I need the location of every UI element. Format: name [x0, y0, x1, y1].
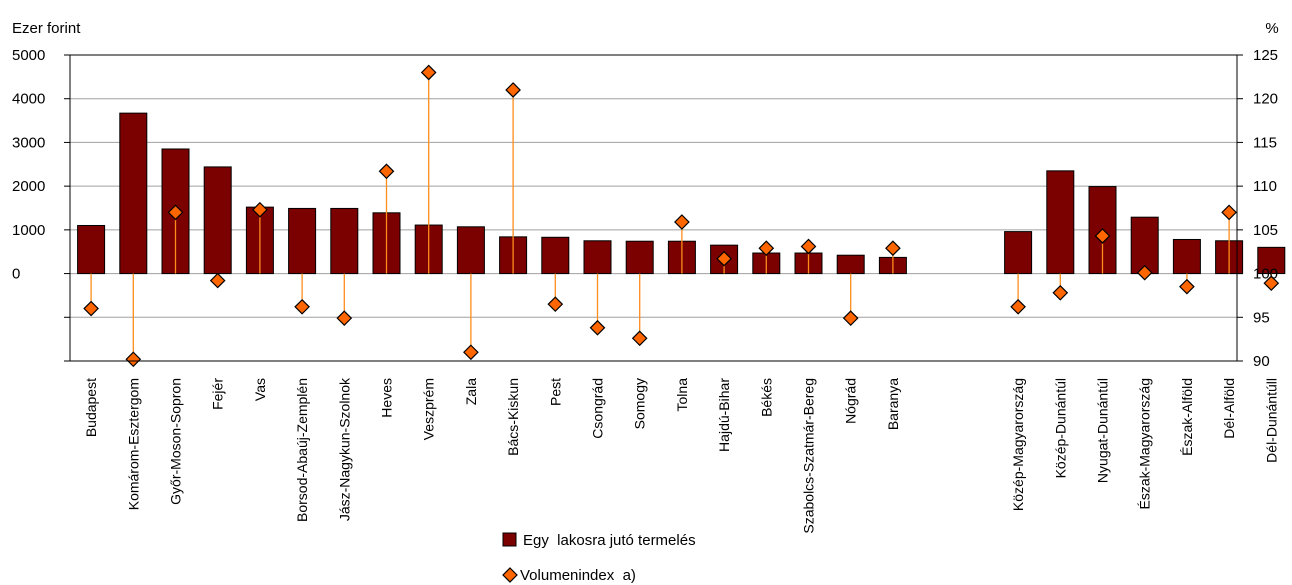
- x-tick-label: Észak-Magyarország: [1137, 378, 1153, 510]
- bar: [288, 207, 317, 275]
- y-left-tick-label: 3000: [12, 134, 45, 151]
- marker-point: [547, 296, 564, 313]
- y-right-tick-label: 115: [1253, 134, 1277, 151]
- marker-point: [589, 319, 606, 336]
- x-tick-label: Közép-Magyarország: [1010, 378, 1026, 511]
- x-tick-label: Baranya: [885, 378, 901, 430]
- marker-series: [83, 64, 1280, 368]
- marker-point: [885, 240, 901, 257]
- marker-point: [631, 330, 648, 347]
- marker-point: [294, 298, 310, 315]
- x-tick-label: Dél-Alföld: [1221, 378, 1237, 439]
- x-tick-label: Heves: [379, 378, 395, 418]
- legend: Egy lakosra jutó termelés Volumenindex a…: [502, 532, 696, 584]
- legend-marker-label: Volumenindex a): [520, 567, 636, 584]
- x-tick-label: Veszprém: [421, 378, 437, 440]
- bar: [119, 112, 148, 275]
- legend-bar-label: Egy lakosra jutó termelés: [523, 532, 696, 549]
- x-tick-label: Fejér: [210, 378, 226, 410]
- plot-frame: [69, 54, 1238, 362]
- bar: [77, 224, 106, 275]
- x-tick-label: Csongrád: [590, 378, 606, 439]
- bar: [625, 240, 654, 275]
- x-tick-label: Tolna: [674, 378, 690, 412]
- x-axis-tick-labels: Budapest Komárom-Esztergom Győr-Moson-Sopr…: [83, 377, 1279, 534]
- bar: [1172, 238, 1201, 275]
- x-tick-label: Pest: [547, 378, 563, 406]
- marker-point: [167, 204, 184, 221]
- marker-point: [1179, 278, 1195, 295]
- y-left-tick-label: 5000: [12, 47, 45, 64]
- bar: [330, 207, 359, 275]
- x-tick-label: Győr-Moson-Sopron: [168, 378, 184, 505]
- bar: [1257, 246, 1286, 275]
- marker-point: [83, 300, 99, 317]
- x-tick-label: Észak-Alföld: [1179, 378, 1195, 456]
- marker-point: [674, 214, 690, 230]
- bar-series: [77, 112, 1286, 275]
- marker-point: [758, 240, 775, 257]
- x-tick-label: Közép-Dunántúl: [1052, 378, 1068, 478]
- y-left-tick-label: 0: [12, 266, 20, 283]
- x-tick-label: Zala: [463, 378, 479, 405]
- marker-point: [463, 344, 479, 361]
- marker-point: [1052, 284, 1069, 301]
- y-left-tick-label: 1000: [12, 222, 45, 239]
- marker-point: [420, 64, 437, 81]
- y-right-tick-label: 120: [1253, 91, 1278, 108]
- y-right-tick-label: 105: [1253, 222, 1278, 239]
- x-tick-label: Borsod-Abaúj-Zemplén: [294, 378, 310, 522]
- marker-point: [1094, 228, 1111, 244]
- y-axis-right-ticks: 125 120 115 110 105 100 95 90: [1237, 47, 1278, 370]
- y-axis-right-label: %: [1265, 20, 1278, 37]
- marker-point: [800, 238, 817, 255]
- legend-marker-swatch: [502, 567, 518, 583]
- bar: [456, 226, 485, 275]
- bar: [583, 240, 612, 275]
- marker-point: [1221, 204, 1237, 221]
- marker-point: [716, 250, 732, 267]
- y-axis-left-ticks: 5000 4000 3000 2000 1000 0: [12, 47, 70, 362]
- x-tick-label: Szabolcs-Szatmár-Bereg: [801, 378, 817, 534]
- marker-point: [209, 272, 226, 289]
- x-tick-label: Somogy: [632, 378, 648, 429]
- x-tick-label: Dél-Dunántúll: [1263, 378, 1279, 463]
- bar: [1004, 231, 1033, 275]
- bar: [203, 166, 232, 275]
- x-tick-label: Bács-Kiskun: [505, 378, 521, 456]
- bar: [541, 236, 570, 275]
- bar: [1130, 216, 1159, 275]
- marker-point: [505, 82, 521, 98]
- marker-point: [1263, 275, 1280, 292]
- x-tick-label: Budapest: [83, 378, 99, 437]
- legend-bar-swatch: [502, 532, 517, 547]
- x-tick-label: Nyugat-Dunántúl: [1095, 378, 1111, 483]
- x-tick-label: Jász-Nagykun-Szolnok: [336, 377, 352, 521]
- marker-point: [336, 310, 353, 327]
- marker-point: [125, 351, 142, 368]
- x-tick-label: Komárom-Esztergom: [125, 378, 141, 510]
- x-tick-label: Nógrád: [843, 378, 859, 424]
- marker-point: [1136, 264, 1153, 281]
- x-tick-label: Vas: [252, 378, 268, 401]
- y-right-tick-label: 125: [1253, 47, 1278, 64]
- y-right-tick-label: 100: [1253, 266, 1278, 283]
- bar: [1046, 170, 1075, 275]
- y-left-tick-label: 2000: [12, 178, 45, 195]
- marker-point: [252, 201, 268, 218]
- marker-point: [842, 310, 859, 327]
- x-tick-label: Békés: [758, 378, 774, 417]
- y-right-tick-label: 110: [1253, 178, 1277, 195]
- y-right-tick-label: 95: [1253, 309, 1270, 326]
- y-right-tick-label: 90: [1253, 353, 1270, 370]
- y-axis-left-label: Ezer forint: [12, 20, 81, 37]
- x-tick-label: Hajdú-Bihar: [716, 378, 732, 452]
- marker-point: [1010, 298, 1026, 315]
- bar: [836, 254, 865, 275]
- marker-point: [378, 163, 395, 180]
- y-left-tick-label: 4000: [12, 91, 45, 108]
